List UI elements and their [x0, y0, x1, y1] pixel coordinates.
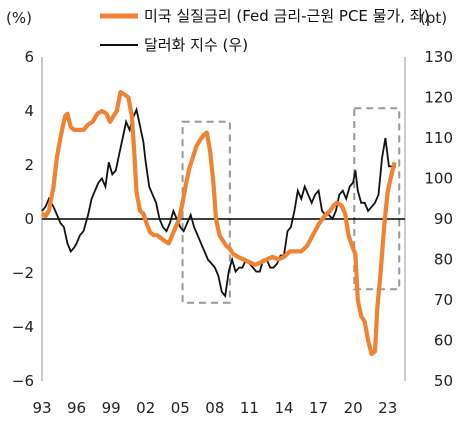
- highlight-box-1: [181, 120, 231, 304]
- right-tick-label: 60: [434, 332, 453, 350]
- x-tick-label: 23: [378, 399, 397, 417]
- right-tick-label: 120: [424, 89, 453, 107]
- series-line-real-rate: [40, 90, 397, 357]
- x-tick-label: 17: [309, 399, 328, 417]
- left-tick-label: 2: [24, 156, 34, 174]
- x-tick-label: 05: [171, 399, 190, 417]
- highlight-box-2: [353, 107, 401, 291]
- x-tick-label: 11: [240, 399, 259, 417]
- right-tick-label: 80: [434, 251, 453, 269]
- left-tick-label: 0: [24, 210, 34, 228]
- plot-area: [40, 57, 406, 381]
- right-tick-label: 70: [434, 291, 453, 309]
- x-tick-label: 14: [274, 399, 293, 417]
- x-axis-ticks: 93 96 99 02 05 08 11 14 17 20 23: [32, 399, 397, 417]
- right-axis-unit: (pt): [420, 9, 447, 27]
- legend: 미국 실질금리 (Fed 금리-근원 PCE 물가, 좌) 달러화 지수 (우): [100, 7, 429, 54]
- x-tick-label: 99: [102, 399, 121, 417]
- left-axis-ticks: 6 4 2 0 −2 −4 −6: [12, 48, 34, 390]
- right-tick-label: 100: [424, 170, 453, 188]
- right-axis-ticks: 130 120 110 100 90 80 70 60 50: [424, 48, 453, 390]
- left-axis-unit: (%): [6, 9, 32, 27]
- legend-label-dollar-index: 달러화 지수 (우): [144, 36, 248, 54]
- left-tick-label: −6: [12, 372, 34, 390]
- x-tick-label: 08: [205, 399, 224, 417]
- left-tick-label: −2: [12, 264, 34, 282]
- left-tick-label: 6: [24, 48, 34, 66]
- legend-label-real-rate: 미국 실질금리 (Fed 금리-근원 PCE 물가, 좌): [144, 7, 429, 25]
- right-tick-label: 110: [424, 129, 453, 147]
- right-tick-label: 50: [434, 372, 453, 390]
- x-tick-label: 96: [67, 399, 86, 417]
- right-tick-label: 90: [434, 210, 453, 228]
- x-tick-label: 02: [136, 399, 155, 417]
- left-tick-label: 4: [24, 102, 34, 120]
- x-tick-label: 93: [32, 399, 51, 417]
- x-tick-label: 20: [344, 399, 363, 417]
- series-line-dollar-index: [41, 106, 396, 299]
- left-tick-label: −4: [12, 318, 34, 336]
- right-tick-label: 130: [424, 48, 453, 66]
